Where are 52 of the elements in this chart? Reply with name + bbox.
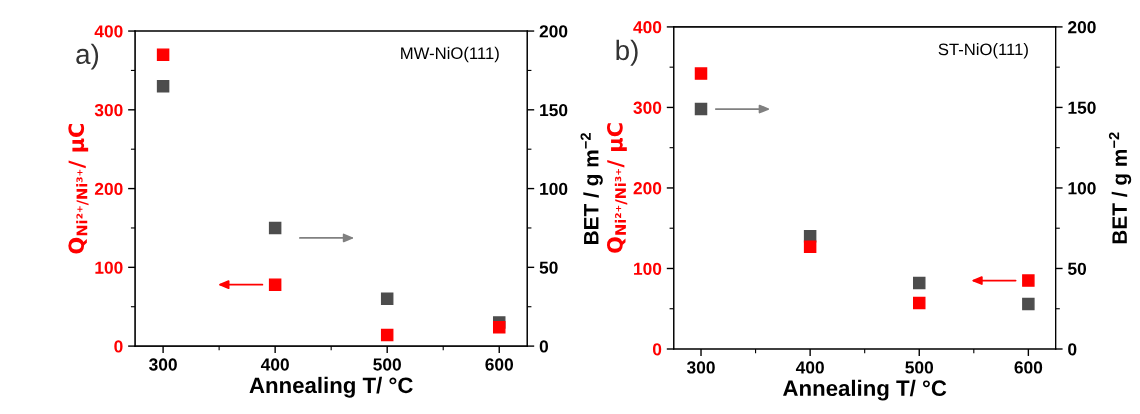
y2-axis-title: BET / g m$^{−2}$ <box>1108 132 1132 244</box>
y2-tick-label: 100 <box>1068 182 1096 195</box>
y2-tick-label: 100 <box>540 182 568 196</box>
point <box>694 67 708 80</box>
point <box>694 102 708 116</box>
point <box>268 278 282 291</box>
y-tick-label: 100 <box>634 262 662 275</box>
y2-axis-title: BET / g m$^{−2}$ <box>580 133 603 244</box>
y-axis-title: Q$_{Ni²⁺/Ni³⁺}$/ µC <box>68 123 89 254</box>
y-tick-label: 200 <box>633 182 662 195</box>
text: b) <box>616 39 638 66</box>
x-tick-label: 500 <box>905 361 934 374</box>
y2-tick-label: 50 <box>539 261 558 274</box>
point <box>380 292 394 306</box>
y2-tick-label: 0 <box>539 340 548 353</box>
point <box>1022 274 1035 287</box>
y-tick-label: 0 <box>114 340 123 353</box>
point <box>156 48 170 61</box>
y2-tick-label: 200 <box>1068 21 1096 34</box>
y2-tick-label: 200 <box>539 25 568 38</box>
x-tick-label: 300 <box>149 358 177 371</box>
x-axis-title: Annealing T/ °C <box>783 379 947 401</box>
point <box>380 328 394 342</box>
y-tick-label: 400 <box>94 25 123 38</box>
point <box>803 240 817 253</box>
x-tick-label: 600 <box>1014 361 1043 374</box>
y-tick-label: 100 <box>95 261 123 274</box>
x-tick-label: 300 <box>686 361 715 374</box>
annotation: MW-NiO(111) <box>401 46 499 63</box>
point <box>492 320 506 334</box>
point <box>156 79 170 93</box>
y2-tick-label: 0 <box>1068 343 1077 356</box>
annotation: ST-NiO(111) <box>938 43 1028 59</box>
x-tick-label: 400 <box>260 358 289 371</box>
y2-tick-label: 150 <box>540 103 568 117</box>
point <box>912 296 926 310</box>
y-tick-label: 200 <box>94 182 123 196</box>
y-tick-label: 400 <box>633 21 662 34</box>
text: a) <box>76 43 99 70</box>
x-tick-label: 500 <box>373 358 401 371</box>
point <box>268 221 282 235</box>
y-tick-label: 300 <box>94 103 123 117</box>
y-tick-label: 0 <box>652 343 662 356</box>
x-tick-label: 400 <box>795 361 824 374</box>
x-tick-label: 600 <box>485 358 514 371</box>
point <box>912 276 926 290</box>
y2-tick-label: 50 <box>1067 262 1087 275</box>
y2-tick-label: 150 <box>1068 101 1096 114</box>
point <box>1022 297 1035 311</box>
y-axis-title: Q$_{Ni²⁺/Ni³⁺}$/ µC <box>607 123 628 253</box>
x-axis-title: Annealing T/ °C <box>249 376 413 398</box>
y-tick-label: 300 <box>633 101 662 114</box>
